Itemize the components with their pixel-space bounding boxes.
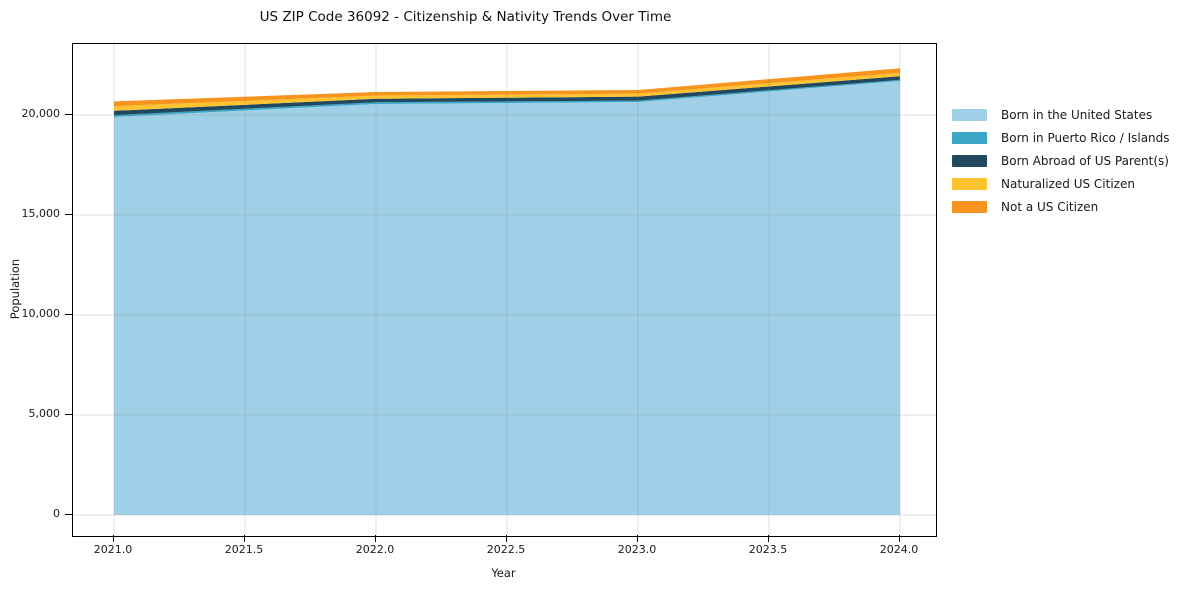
legend-swatch: [952, 155, 987, 167]
y-tick-label: 20,000: [21, 107, 61, 120]
x-tick-label: 2024.0: [879, 543, 919, 556]
x-tick-label: 2022.5: [486, 543, 526, 556]
y-tick-label: 10,000: [21, 307, 61, 320]
legend-swatch: [952, 132, 987, 144]
y-tick-mark: [65, 514, 72, 515]
x-axis-label: Year: [491, 566, 516, 580]
legend-item: Born in Puerto Rico / Islands: [952, 131, 1170, 145]
legend-label: Naturalized US Citizen: [1001, 177, 1135, 191]
x-tick-mark: [899, 535, 900, 542]
legend-label: Not a US Citizen: [1001, 200, 1099, 214]
chart-title: US ZIP Code 36092 - Citizenship & Nativi…: [259, 9, 672, 25]
x-tick-label: 2023.0: [617, 543, 657, 556]
area-series-3: [114, 72, 900, 111]
legend-swatch: [952, 201, 987, 213]
area-series-2: [114, 76, 900, 116]
x-tick-mark: [244, 535, 245, 542]
legend-item: Not a US Citizen: [952, 200, 1170, 214]
plot-area: [72, 43, 937, 537]
y-tick-mark: [65, 314, 72, 315]
y-tick-label: 15,000: [21, 207, 61, 220]
legend-swatch: [952, 109, 987, 121]
y-tick-label: 5,000: [28, 407, 61, 420]
legend-item: Born Abroad of US Parent(s): [952, 154, 1170, 168]
area-series-0: [114, 81, 900, 515]
legend-label: Born Abroad of US Parent(s): [1001, 154, 1169, 168]
y-tick-mark: [65, 414, 72, 415]
x-tick-mark: [768, 535, 769, 542]
y-tick-mark: [65, 114, 72, 115]
x-tick-label: 2021.5: [224, 543, 264, 556]
area-series-4: [114, 68, 900, 107]
x-tick-mark: [113, 535, 114, 542]
legend-item: Born in the United States: [952, 108, 1170, 122]
legend-label: Born in the United States: [1001, 108, 1153, 122]
legend-item: Naturalized US Citizen: [952, 177, 1170, 191]
legend-label: Born in Puerto Rico / Islands: [1001, 131, 1170, 145]
stacked-area-canvas: [73, 44, 936, 536]
x-tick-label: 2022.0: [355, 543, 395, 556]
x-tick-mark: [375, 535, 376, 542]
x-tick-mark: [506, 535, 507, 542]
legend: Born in the United States Born in Puerto …: [952, 108, 1170, 223]
legend-swatch: [952, 178, 987, 190]
x-tick-label: 2023.5: [748, 543, 788, 556]
x-tick-label: 2021.0: [93, 543, 133, 556]
y-tick-label: 0: [53, 507, 60, 520]
y-tick-mark: [65, 214, 72, 215]
x-tick-mark: [637, 535, 638, 542]
